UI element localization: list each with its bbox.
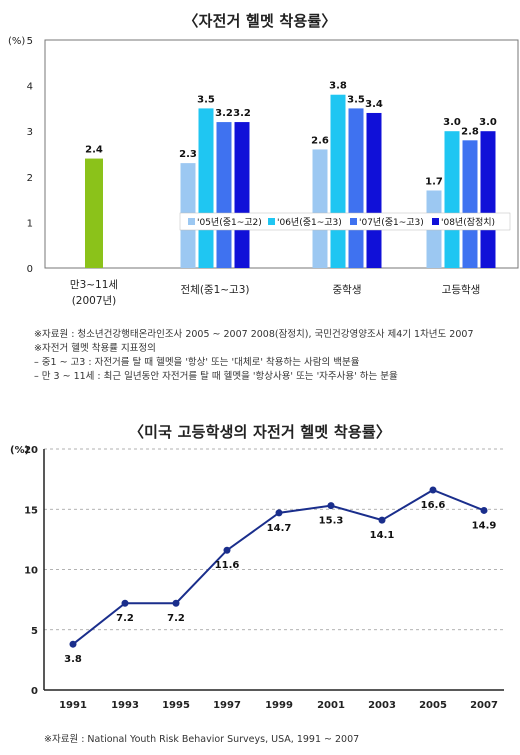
bar: [481, 131, 496, 268]
bar-value-label: 3.0: [479, 117, 497, 128]
bar: [349, 108, 364, 268]
x-tick-label: 1997: [213, 700, 241, 711]
bar: [331, 95, 346, 268]
data-value-label: 3.8: [64, 654, 82, 665]
definition-note: ※자전거 헬멧 착용률 지표정의: [34, 342, 514, 356]
y-tick-label: 2: [27, 173, 33, 184]
data-point: [224, 547, 231, 554]
chart2-title: 〈미국 고등학생의 자전거 헬멧 착용률〉: [0, 421, 520, 442]
data-point: [328, 502, 335, 509]
x-tick-label: 1999: [265, 700, 293, 711]
definition-note-child: – 만 3 ~ 11세 : 최근 일년동안 자전거를 탈 때 헬멧을 '항상사용…: [34, 370, 514, 384]
bar-value-label: 2.8: [461, 126, 479, 137]
bar-value-label: 2.6: [311, 135, 329, 146]
data-point: [173, 600, 180, 607]
bar-value-label: 1.7: [425, 176, 443, 187]
legend-label: '08년(잠정치): [441, 216, 495, 228]
bar-value-label: 3.5: [347, 94, 365, 105]
x-tick-label: 1993: [111, 700, 139, 711]
data-point: [276, 509, 283, 516]
bar: [463, 140, 478, 268]
x-category-label: 고등학생: [442, 284, 481, 296]
y-tick-label: 5: [27, 36, 33, 47]
bar-value-label: 3.0: [443, 117, 461, 128]
source-note: ※자료원 : 청소년건강행태온라인조사 2005 ~ 2007 2008(잠정치…: [34, 328, 514, 342]
y-axis-unit: (%): [10, 445, 29, 456]
chart2-source: ※자료원 : National Youth Risk Behavior Surv…: [44, 731, 359, 745]
legend-swatch: [268, 218, 275, 225]
x-tick-label: 1991: [59, 700, 87, 711]
bar-value-label: 3.8: [329, 81, 347, 92]
data-point: [70, 641, 77, 648]
bar: [235, 122, 250, 268]
bar-chart: 0 1 2 3 4 5(%) 만3~11세 (2007년) 전체(중1~고3) 중학생 고등학생 2…: [0, 0, 520, 320]
bar-value-label: 2.3: [179, 149, 197, 160]
bar-value-label: 3.2: [215, 108, 233, 119]
data-point: [430, 486, 437, 493]
data-value-label: 14.7: [267, 523, 292, 534]
x-tick-label: 2003: [368, 700, 396, 711]
legend-swatch: [432, 218, 439, 225]
definition-note-middle-high: – 중1 ~ 고3 : 자전거를 탈 때 헬멧을 '항상' 또는 '대체로' 착…: [34, 356, 514, 370]
y-tick-label: 20: [24, 445, 38, 456]
bar-value-label: 3.2: [233, 108, 251, 119]
y-tick-label: 3: [27, 127, 33, 138]
legend-label: '07년(중1~고3): [359, 217, 424, 228]
bar: [199, 108, 214, 268]
bar-value-label: 3.4: [365, 99, 383, 110]
x-category-label: 전체(중1~고3): [181, 284, 250, 296]
y-tick-label: 0: [27, 264, 33, 275]
bar: [217, 122, 232, 268]
y-tick-label: 0: [31, 686, 38, 697]
y-tick-label: 4: [27, 82, 33, 93]
data-value-label: 14.1: [370, 530, 395, 541]
x-tick-label: 2007: [470, 700, 498, 711]
x-category-label: (2007년): [72, 295, 117, 307]
data-value-label: 15.3: [319, 516, 344, 527]
data-value-label: 11.6: [215, 560, 240, 571]
y-tick-label: 15: [24, 505, 38, 516]
bar: [445, 131, 460, 268]
y-tick-label: 10: [24, 566, 38, 577]
x-category-label: 만3~11세: [70, 279, 118, 291]
y-axis-unit: (%): [8, 36, 25, 47]
data-value-label: 14.9: [472, 520, 497, 531]
bar-value-label: 2.4: [85, 145, 103, 156]
legend-swatch: [350, 218, 357, 225]
bar: [313, 149, 328, 268]
data-value-label: 7.2: [116, 613, 134, 624]
legend-swatch: [188, 218, 195, 225]
bar: [367, 113, 382, 268]
data-point: [122, 600, 129, 607]
x-tick-label: 1995: [162, 700, 190, 711]
chart1-notes: ※자료원 : 청소년건강행태온라인조사 2005 ~ 2007 2008(잠정치…: [34, 328, 514, 384]
y-tick-label: 5: [31, 626, 38, 637]
bar: [85, 159, 103, 268]
x-category-label: 중학생: [333, 284, 362, 296]
x-tick-label: 2005: [419, 700, 447, 711]
x-tick-label: 2001: [317, 700, 345, 711]
data-point: [379, 517, 386, 524]
legend-label: '05년(중1~고2): [197, 217, 262, 228]
y-tick-label: 1: [27, 218, 33, 229]
data-value-label: 16.6: [421, 500, 446, 511]
legend-label: '06년(중1~고3): [277, 217, 342, 228]
data-value-label: 7.2: [167, 613, 185, 624]
bar-value-label: 3.5: [197, 94, 215, 105]
series-line: [73, 490, 484, 644]
data-point: [481, 507, 488, 514]
